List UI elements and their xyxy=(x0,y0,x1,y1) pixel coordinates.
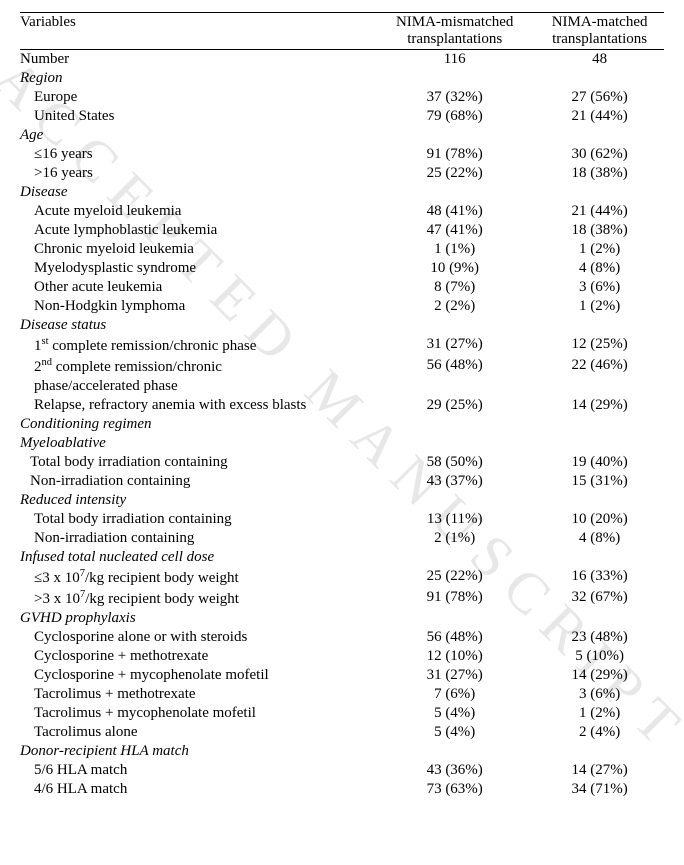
table-row: 2nd complete remission/chronic 56 (48%) … xyxy=(20,356,664,377)
section-conditioning: Conditioning regimen xyxy=(20,415,374,434)
table-row: Non-Hodgkin lymphoma 2 (2%) 1 (2%) xyxy=(20,297,664,316)
section-disease: Disease xyxy=(20,183,374,202)
patient-characteristics-table: Variables NIMA-mismatchedtransplantation… xyxy=(20,12,664,799)
region-rows: Europe 37 (32%) 27 (56%) United States 7… xyxy=(20,88,664,126)
disease-rows: Acute myeloid leukemia 48 (41%) 21 (44%)… xyxy=(20,202,664,316)
table-row: Cyclosporine alone or with steroids 56 (… xyxy=(20,628,664,647)
section-region: Region xyxy=(20,69,374,88)
table-row: Tacrolimus alone 5 (4%) 2 (4%) xyxy=(20,723,664,742)
table-row: Tacrolimus + mycophenolate mofetil 5 (4%… xyxy=(20,704,664,723)
table-row: 1st complete remission/chronic phase 31 … xyxy=(20,335,664,356)
reduced-rows: Total body irradiation containing 13 (11… xyxy=(20,510,664,548)
table-row: Non-irradiation containing 43 (37%) 15 (… xyxy=(20,472,664,491)
table-row: >3 x 107/kg recipient body weight 91 (78… xyxy=(20,588,664,609)
section-reduced: Reduced intensity xyxy=(20,491,374,510)
table-row: Acute myeloid leukemia 48 (41%) 21 (44%) xyxy=(20,202,664,221)
section-myeloablative: Myeloablative xyxy=(20,434,374,453)
gvhd-rows: Cyclosporine alone or with steroids 56 (… xyxy=(20,628,664,742)
table-row: Tacrolimus + methotrexate 7 (6%) 3 (6%) xyxy=(20,685,664,704)
table-row: Europe 37 (32%) 27 (56%) xyxy=(20,88,664,107)
table-row: United States 79 (68%) 21 (44%) xyxy=(20,107,664,126)
table-row: Chronic myeloid leukemia 1 (1%) 1 (2%) xyxy=(20,240,664,259)
header-col-a: NIMA-mismatchedtransplantations xyxy=(374,13,535,50)
section-gvhd: GVHD prophylaxis xyxy=(20,609,374,628)
table-row: Cyclosporine + mycophenolate mofetil 31 … xyxy=(20,666,664,685)
table-row: 4/6 HLA match 73 (63%) 34 (71%) xyxy=(20,780,664,799)
table-row: ≤16 years 91 (78%) 30 (62%) xyxy=(20,145,664,164)
table-row: 5/6 HLA match 43 (36%) 14 (27%) xyxy=(20,761,664,780)
table-row: Non-irradiation containing 2 (1%) 4 (8%) xyxy=(20,529,664,548)
header-variables: Variables xyxy=(20,13,374,50)
age-rows: ≤16 years 91 (78%) 30 (62%) >16 years 25… xyxy=(20,145,664,183)
table-row: Other acute leukemia 8 (7%) 3 (6%) xyxy=(20,278,664,297)
table-row: Acute lymphoblastic leukemia 47 (41%) 18… xyxy=(20,221,664,240)
header-col-b: NIMA-matchedtransplantations xyxy=(535,13,664,50)
table-row: Cyclosporine + methotrexate 12 (10%) 5 (… xyxy=(20,647,664,666)
table-row: Myelodysplastic syndrome 10 (9%) 4 (8%) xyxy=(20,259,664,278)
table-row: Total body irradiation containing 58 (50… xyxy=(20,453,664,472)
myelo-rows: Total body irradiation containing 58 (50… xyxy=(20,453,664,491)
table-row: phase/accelerated phase xyxy=(20,377,664,396)
table-row: Relapse, refractory anemia with excess b… xyxy=(20,396,664,415)
section-disease-status: Disease status xyxy=(20,316,374,335)
section-hla: Donor-recipient HLA match xyxy=(20,742,374,761)
section-age: Age xyxy=(20,126,374,145)
table-row: >16 years 25 (22%) 18 (38%) xyxy=(20,164,664,183)
section-dose: Infused total nucleated cell dose xyxy=(20,548,374,567)
hla-rows: 5/6 HLA match 43 (36%) 14 (27%) 4/6 HLA … xyxy=(20,761,664,799)
table-row: Total body irradiation containing 13 (11… xyxy=(20,510,664,529)
table-row: ≤3 x 107/kg recipient body weight 25 (22… xyxy=(20,567,664,588)
row-number: Number 116 48 xyxy=(20,50,664,70)
